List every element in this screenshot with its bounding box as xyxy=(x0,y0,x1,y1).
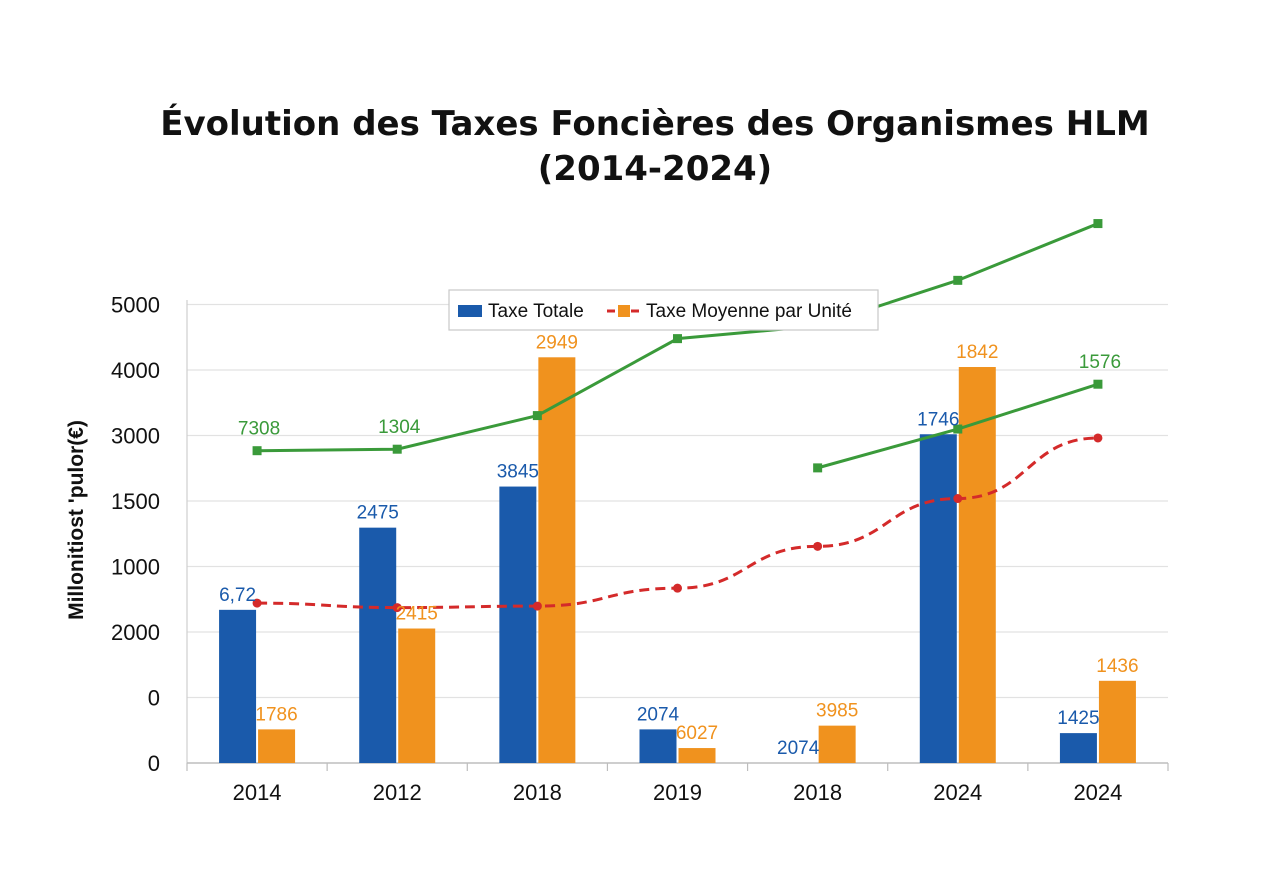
line-point xyxy=(1093,219,1103,229)
legend-swatch-taxe-totale xyxy=(458,305,482,317)
x-tick-label: 2018 xyxy=(513,780,562,805)
bar-value-label: 2074 xyxy=(637,704,680,725)
line-point xyxy=(1093,379,1103,389)
bar-value-label: 2074 xyxy=(777,738,820,759)
legend-swatch-taxe-moyenne-bar xyxy=(618,305,630,317)
bar-value-label: 1746 xyxy=(917,409,959,430)
line-point xyxy=(953,275,963,285)
y-tick-label: 3000 xyxy=(111,424,160,449)
bar-value-label: 1425 xyxy=(1057,708,1099,729)
bar-value-label: 2415 xyxy=(396,604,438,625)
bar-value-label: 1786 xyxy=(255,704,297,725)
y-tick-label: 4000 xyxy=(111,358,160,383)
y-tick-label: 5000 xyxy=(111,293,160,318)
line-point xyxy=(953,494,963,504)
bar-value-label: 1842 xyxy=(956,342,998,363)
bar-taxe-totale xyxy=(219,609,257,763)
line-point xyxy=(532,411,542,421)
y-axis-ticks: 0 0 2000 1000 1500 3000 4000 5000 xyxy=(111,293,160,777)
y-axis-label: Millonitiost 'pulor(€) xyxy=(65,420,88,620)
y-tick-label: 0 xyxy=(148,751,160,776)
bar-taxe-totale xyxy=(499,486,537,763)
x-tick-label: 2024 xyxy=(1073,780,1122,805)
bar-value-label: 6,72 xyxy=(219,585,256,606)
y-tick-label: 1500 xyxy=(111,489,160,514)
legend-label-taxe-totale: Taxe Totale xyxy=(488,301,584,322)
bar-taxe-totale xyxy=(359,527,397,763)
line-point-label: 1576 xyxy=(1079,352,1121,373)
line-point xyxy=(813,463,823,473)
bar-taxe-totale xyxy=(639,729,677,763)
bar-taxe-totale xyxy=(919,434,957,763)
bar-taxe-moyenne xyxy=(258,729,296,763)
y-tick-label: 0 xyxy=(148,686,160,711)
line-point xyxy=(392,603,402,613)
x-tick-label: 2018 xyxy=(793,780,842,805)
line-point xyxy=(532,601,542,611)
line-point xyxy=(1093,433,1103,443)
x-tick-label: 2024 xyxy=(933,780,982,805)
bar-value-label: 2949 xyxy=(536,332,578,353)
line-series xyxy=(252,219,1103,613)
line-point xyxy=(813,541,823,551)
x-axis-ticks: 2014 2012 2018 2019 2018 2024 2024 xyxy=(186,763,1169,805)
line-point xyxy=(252,446,262,456)
x-tick-label: 2012 xyxy=(373,780,422,805)
bar-value-label: 1436 xyxy=(1096,656,1138,677)
line-point xyxy=(953,424,963,434)
bar-marks xyxy=(219,357,1136,763)
y-tick-label: 1000 xyxy=(111,555,160,580)
x-tick-label: 2019 xyxy=(653,780,702,805)
line-point xyxy=(392,444,402,454)
y-tick-label: 2000 xyxy=(111,620,160,645)
legend-label-taxe-moyenne: Taxe Moyenne par Unité xyxy=(646,301,852,322)
line-point xyxy=(252,598,262,608)
x-tick-label: 2014 xyxy=(233,780,282,805)
legend: Taxe Totale Taxe Moyenne par Unité xyxy=(448,289,879,331)
bar-value-label: 3845 xyxy=(497,462,539,483)
data-labels: 6,72 2475 3845 2074 2074 1746 1425 1786 2415 2949… xyxy=(219,307,1138,759)
bar-taxe-moyenne xyxy=(538,357,576,763)
bar-value-label: 6027 xyxy=(676,723,718,744)
chart-title-line-1: Évolution des Taxes Foncières des Organi… xyxy=(160,103,1149,144)
bar-value-label: 2475 xyxy=(357,503,399,524)
line-taxe-moyenne xyxy=(257,436,1098,610)
bar-taxe-moyenne xyxy=(398,628,436,763)
bar-value-label: 3985 xyxy=(816,701,858,722)
line-point-label: 1304 xyxy=(378,417,421,438)
line-point xyxy=(673,334,682,344)
line-point-label: 7308 xyxy=(238,419,280,440)
line-point xyxy=(673,583,682,593)
chart-title-line-2: (2014-2024) xyxy=(538,149,772,189)
bar-taxe-moyenne xyxy=(1098,680,1136,763)
bar-taxe-moyenne xyxy=(818,725,856,763)
gridlines xyxy=(186,300,1168,763)
legend-box xyxy=(448,289,879,331)
bar-taxe-totale xyxy=(1059,733,1097,763)
bar-taxe-moyenne xyxy=(958,367,996,763)
bar-taxe-moyenne xyxy=(678,748,716,763)
